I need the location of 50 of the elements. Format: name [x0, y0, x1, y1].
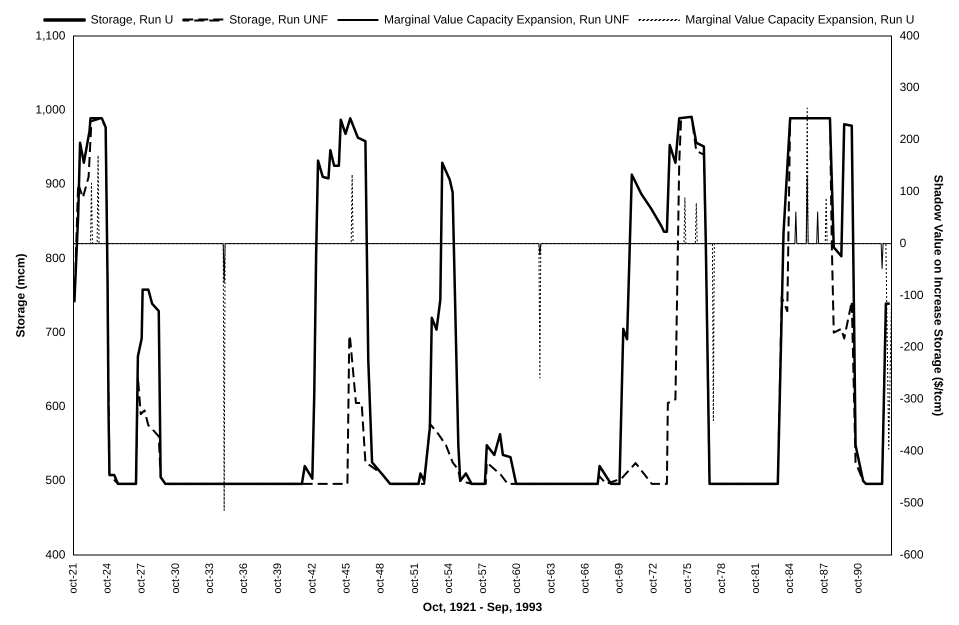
y-tick-label: 800 [45, 250, 66, 265]
x-tick-label: oct-57 [477, 563, 490, 594]
y-tick-label: 600 [45, 399, 66, 414]
x-tick-label: oct-60 [511, 563, 524, 594]
x-tick-label: oct-81 [750, 563, 762, 594]
y2-tick-label: -300 [900, 392, 924, 406]
y2-tick-label: 0 [900, 236, 907, 250]
x-tick-label: oct-69 [614, 563, 626, 594]
y2-tick-label: 400 [900, 28, 920, 42]
legend-label: Storage, Run UNF [229, 12, 328, 26]
x-tick-label: oct-33 [204, 563, 216, 594]
y-tick-label: 700 [45, 324, 66, 339]
x-tick-label: oct-24 [102, 563, 114, 594]
x-tick-label: oct-84 [784, 563, 796, 594]
y-tick-label: 900 [45, 176, 66, 191]
y-tick-label: 500 [45, 473, 66, 488]
x-tick-label: oct-48 [374, 563, 387, 594]
legend-label: Marginal Value Capacity Expansion, Run UNF [384, 12, 630, 26]
y2-tick-label: 300 [900, 80, 920, 94]
x-tick-label: oct-75 [682, 563, 694, 594]
x-tick-label: oct-72 [648, 563, 660, 594]
y2-axis-title: Shadow Value on Increase Storage ($/tcm) [931, 174, 946, 416]
x-tick-label: oct-51 [408, 563, 421, 594]
x-axis-title: Oct, 1921 - Sep, 1993 [422, 600, 543, 614]
y-tick-label: 1,000 [35, 102, 66, 116]
x-tick-label: oct-45 [340, 563, 352, 594]
y2-tick-label: 100 [900, 184, 920, 198]
x-tick-label: oct-30 [170, 563, 182, 594]
y-tick-label: 400 [45, 547, 66, 562]
x-tick-label: oct-36 [238, 563, 250, 594]
x-tick-label: oct-90 [852, 563, 864, 594]
y2-tick-label: 200 [900, 132, 920, 146]
legend-label: Marginal Value Capacity Expansion, Run U [685, 12, 914, 26]
y2-tick-label: -200 [900, 340, 924, 354]
y2-tick-label: -100 [900, 288, 924, 302]
x-tick-label: oct-42 [306, 563, 318, 594]
x-tick-label: oct-54 [442, 563, 455, 594]
x-tick-label: oct-66 [579, 563, 592, 594]
y-tick-label: 1,100 [35, 28, 66, 42]
x-tick-label: oct-21 [67, 563, 80, 594]
x-tick-label: oct-87 [818, 563, 830, 594]
x-tick-label: oct-27 [136, 563, 148, 594]
x-tick-label: oct-39 [272, 563, 284, 594]
y-axis-title: Storage (mcm) [14, 254, 28, 338]
x-tick-label: oct-63 [545, 563, 558, 594]
x-tick-label: oct-78 [716, 563, 728, 594]
y2-tick-label: -400 [900, 444, 924, 458]
legend-label: Storage, Run U [90, 12, 174, 26]
y2-tick-label: -500 [900, 495, 924, 510]
y2-tick-label: -600 [900, 547, 924, 562]
